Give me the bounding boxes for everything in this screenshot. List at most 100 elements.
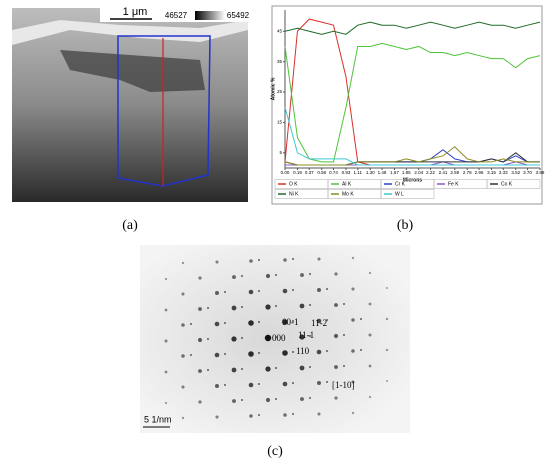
panel-c: 00-1 000 11-1 11-2 110 [1-10] 5 1/nm (c) <box>140 245 410 459</box>
diffraction-spot <box>258 259 260 261</box>
diffraction-spot <box>181 323 185 327</box>
diffraction-spot <box>241 275 243 277</box>
legend-label: Ni K <box>289 191 299 197</box>
diffraction-spot <box>299 303 305 309</box>
diffraction-spot <box>326 288 328 290</box>
diffraction-spot <box>181 292 185 296</box>
legend-label: W L <box>395 191 404 197</box>
diffraction-spot <box>309 273 311 275</box>
diffraction-spot <box>249 259 253 263</box>
diffraction-spot <box>317 381 321 385</box>
diffraction-spot <box>190 323 192 325</box>
diffraction-spot <box>241 399 243 401</box>
diffraction-spot <box>215 291 219 295</box>
diffraction-spot <box>326 350 328 352</box>
diffraction-spot <box>181 261 185 265</box>
diffraction-spot <box>368 271 372 275</box>
diffraction-spot <box>300 273 304 277</box>
diffraction-spot <box>275 274 277 276</box>
diffraction-spot <box>317 288 321 292</box>
diffraction-spot <box>190 354 192 356</box>
diffraction-spot <box>258 290 260 292</box>
panel-label: (a) <box>122 218 138 233</box>
diffraction-spot <box>316 318 322 324</box>
diffraction-spot <box>385 348 389 352</box>
diffraction-spot <box>248 289 254 295</box>
diffraction-spot <box>265 366 271 372</box>
range-max: 65492 <box>227 11 250 20</box>
diffraction-spot <box>385 379 389 383</box>
diffraction-spot <box>360 349 362 351</box>
diffraction-spot <box>224 322 226 324</box>
diffraction-spot <box>241 368 243 370</box>
x-tick-label: 1.85 <box>402 170 411 175</box>
x-tick-label: 1.67 <box>390 170 399 175</box>
diffraction-spot <box>334 396 338 400</box>
chart-frame <box>271 5 543 205</box>
data-line <box>284 146 540 166</box>
x-tick-label: 1.48 <box>378 170 387 175</box>
x-tick-label: 2.41 <box>439 170 448 175</box>
legend-label: Al K <box>342 181 352 187</box>
scale-label: 1 μm <box>123 6 148 18</box>
legend-label: Cr K <box>395 181 406 187</box>
diffraction-spot <box>299 334 305 340</box>
diffraction-spot <box>282 350 288 356</box>
data-line <box>284 107 540 166</box>
diffraction-spot <box>231 336 237 342</box>
diffraction-spot <box>316 349 322 355</box>
diffraction-spot <box>265 273 271 279</box>
diffraction-spot <box>215 384 219 388</box>
diffraction-spot <box>317 257 321 261</box>
diffraction-spot <box>351 411 355 415</box>
panel-label: (c) <box>267 444 283 459</box>
diffraction-spot <box>368 364 372 368</box>
diffraction-spot <box>164 339 168 343</box>
diffraction-spot <box>248 382 254 388</box>
x-axis-label: Microns <box>403 177 422 183</box>
zone-axis: [1-10] <box>332 380 355 390</box>
diffraction-spot <box>299 365 305 371</box>
x-tick-label: 0.19 <box>293 170 302 175</box>
diffraction-spot <box>198 400 202 404</box>
diffraction-spot <box>326 319 328 321</box>
diffraction-spot <box>343 303 345 305</box>
diffraction-spot <box>181 354 185 358</box>
diffraction-spot <box>275 398 277 400</box>
diffraction-spot <box>207 369 209 371</box>
diffraction-spot <box>164 370 168 374</box>
diffraction-spot <box>264 334 272 342</box>
diffraction-spot <box>309 366 311 368</box>
diffraction-spot <box>309 397 311 399</box>
x-tick-label: 2.22 <box>426 170 435 175</box>
diffraction-spot <box>224 384 226 386</box>
diffraction-spot <box>334 365 338 369</box>
spot-label: 11-1 <box>298 330 314 340</box>
x-tick-label: 3.33 <box>499 170 508 175</box>
x-tick-label: 2.96 <box>475 170 484 175</box>
diffraction-spot <box>283 258 287 262</box>
diffraction-spot <box>351 256 355 260</box>
data-line <box>284 42 541 163</box>
diffraction-spot <box>368 395 372 399</box>
diffraction-spot <box>241 306 243 308</box>
diffraction-spot <box>292 382 294 384</box>
scale-label: 5 1/nm <box>144 414 172 424</box>
diffraction-spot <box>282 319 288 325</box>
x-tick-label: 1.30 <box>366 170 375 175</box>
legend-label: Fe K <box>448 181 459 187</box>
x-tick-label: 2.78 <box>463 170 472 175</box>
diffraction-spot <box>164 401 168 405</box>
x-tick-label: 3.52 <box>511 170 520 175</box>
diffraction-spot <box>309 335 311 337</box>
x-tick-label: 2.59 <box>450 170 459 175</box>
diffraction-spot <box>282 381 288 387</box>
diffraction-spot <box>224 291 226 293</box>
diffraction-spot <box>231 367 237 373</box>
diffraction-spot <box>215 260 219 264</box>
legend-cell <box>380 189 435 199</box>
diffraction-image <box>140 245 410 433</box>
diffraction-spot <box>334 272 338 276</box>
diffraction-spot <box>265 304 271 310</box>
